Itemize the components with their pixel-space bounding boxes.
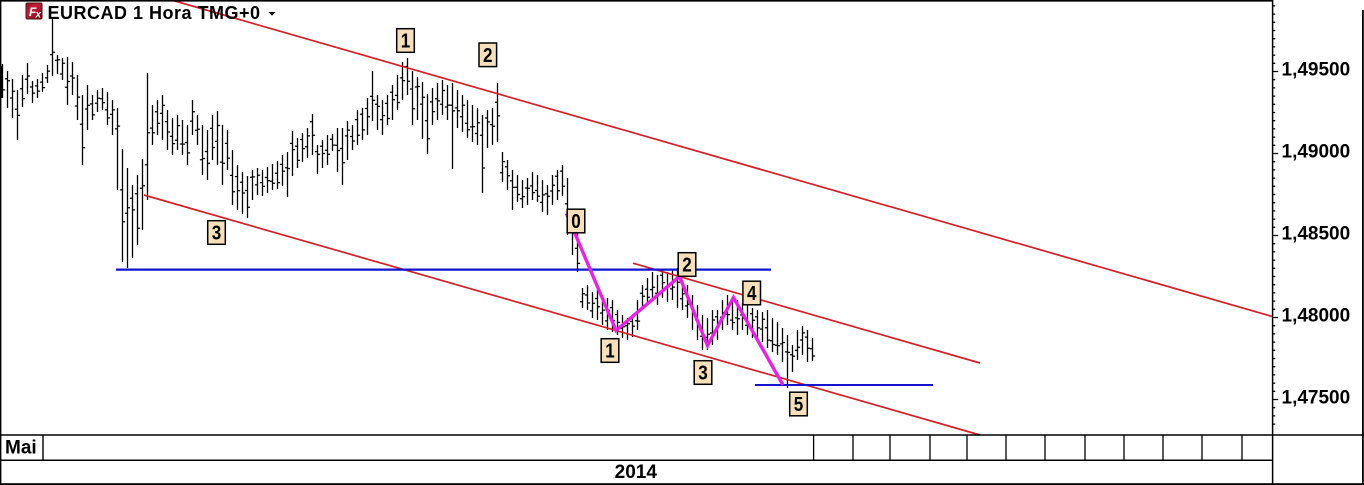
svg-text:0: 0 — [571, 211, 581, 233]
svg-text:3: 3 — [698, 363, 708, 385]
svg-text:1,49500: 1,49500 — [1282, 60, 1351, 81]
svg-text:1,48500: 1,48500 — [1282, 224, 1351, 245]
svg-text:2014: 2014 — [615, 462, 658, 483]
svg-text:1: 1 — [605, 341, 615, 363]
svg-text:EURCAD 1 Hora TMG+0: EURCAD 1 Hora TMG+0 — [48, 3, 261, 23]
svg-text:3: 3 — [212, 223, 222, 245]
svg-text:4: 4 — [747, 283, 757, 305]
svg-text:1: 1 — [401, 31, 411, 53]
svg-text:Mai: Mai — [5, 438, 37, 459]
svg-text:2: 2 — [682, 255, 692, 277]
svg-text:1,48000: 1,48000 — [1282, 306, 1351, 327]
svg-text:x: x — [35, 10, 42, 21]
svg-text:5: 5 — [794, 394, 804, 416]
svg-text:2: 2 — [483, 45, 493, 67]
svg-text:F: F — [29, 5, 37, 19]
svg-text:1,47500: 1,47500 — [1282, 388, 1351, 409]
svg-text:1,49000: 1,49000 — [1282, 142, 1351, 163]
